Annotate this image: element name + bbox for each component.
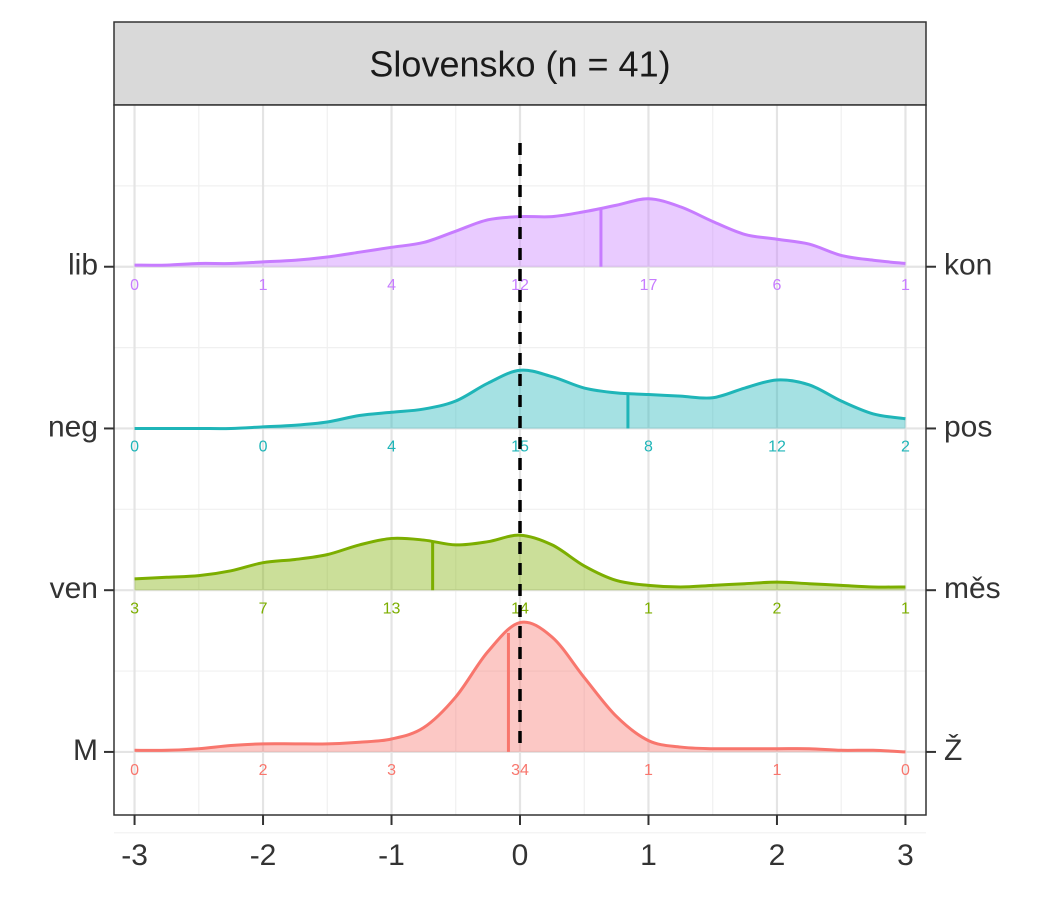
count-label: 3 — [130, 600, 139, 617]
x-tick-label: 3 — [897, 839, 914, 872]
count-label: 2 — [901, 439, 910, 456]
count-label: 6 — [773, 277, 782, 294]
count-label: 12 — [768, 439, 786, 456]
count-label: 4 — [387, 439, 396, 456]
count-label: 1 — [259, 277, 268, 294]
y2-tick-label: pos — [944, 410, 992, 443]
count-label: 0 — [130, 277, 139, 294]
x-tick-label: 0 — [512, 839, 529, 872]
count-label: 1 — [644, 762, 653, 779]
count-label: 0 — [130, 439, 139, 456]
count-label: 0 — [130, 762, 139, 779]
density-line — [134, 368, 906, 431]
y2-tick-label: kon — [944, 249, 992, 282]
density-line — [134, 533, 906, 589]
density-area — [134, 622, 906, 752]
count-label: 0 — [901, 762, 910, 779]
y2-tick-label: měs — [944, 572, 1001, 605]
y-tick-label: lib — [68, 249, 98, 282]
count-label: 1 — [644, 600, 653, 617]
count-label: 7 — [259, 600, 268, 617]
count-label: 1 — [901, 600, 910, 617]
y2-tick-label: Ž — [944, 734, 962, 767]
strip — [113, 21, 927, 106]
count-label: 8 — [644, 439, 653, 456]
x-tick-label: 1 — [640, 839, 657, 872]
count-label: 0 — [259, 439, 268, 456]
count-label: 13 — [383, 600, 401, 617]
x-tick-label: -2 — [250, 839, 277, 872]
density-area — [134, 535, 906, 591]
x-tick-label: -1 — [378, 839, 405, 872]
count-label: 17 — [640, 277, 658, 294]
chart-title: Slovensko (n = 41) — [369, 44, 670, 85]
density-line — [134, 620, 906, 754]
x-tick-label: 2 — [769, 839, 786, 872]
count-label: 3 — [387, 762, 396, 779]
y-tick-label: ven — [50, 572, 98, 605]
count-label: 34 — [511, 762, 529, 779]
y-tick-label: neg — [48, 410, 98, 443]
count-label: 1 — [901, 277, 910, 294]
count-label: 1 — [773, 762, 782, 779]
x-tick-label: -3 — [121, 839, 148, 872]
count-label: 4 — [387, 277, 396, 294]
count-label: 12 — [511, 277, 529, 294]
count-label: 2 — [773, 600, 782, 617]
panel-border — [113, 104, 927, 816]
y-tick-label: M — [73, 734, 98, 767]
count-label: 2 — [259, 762, 268, 779]
